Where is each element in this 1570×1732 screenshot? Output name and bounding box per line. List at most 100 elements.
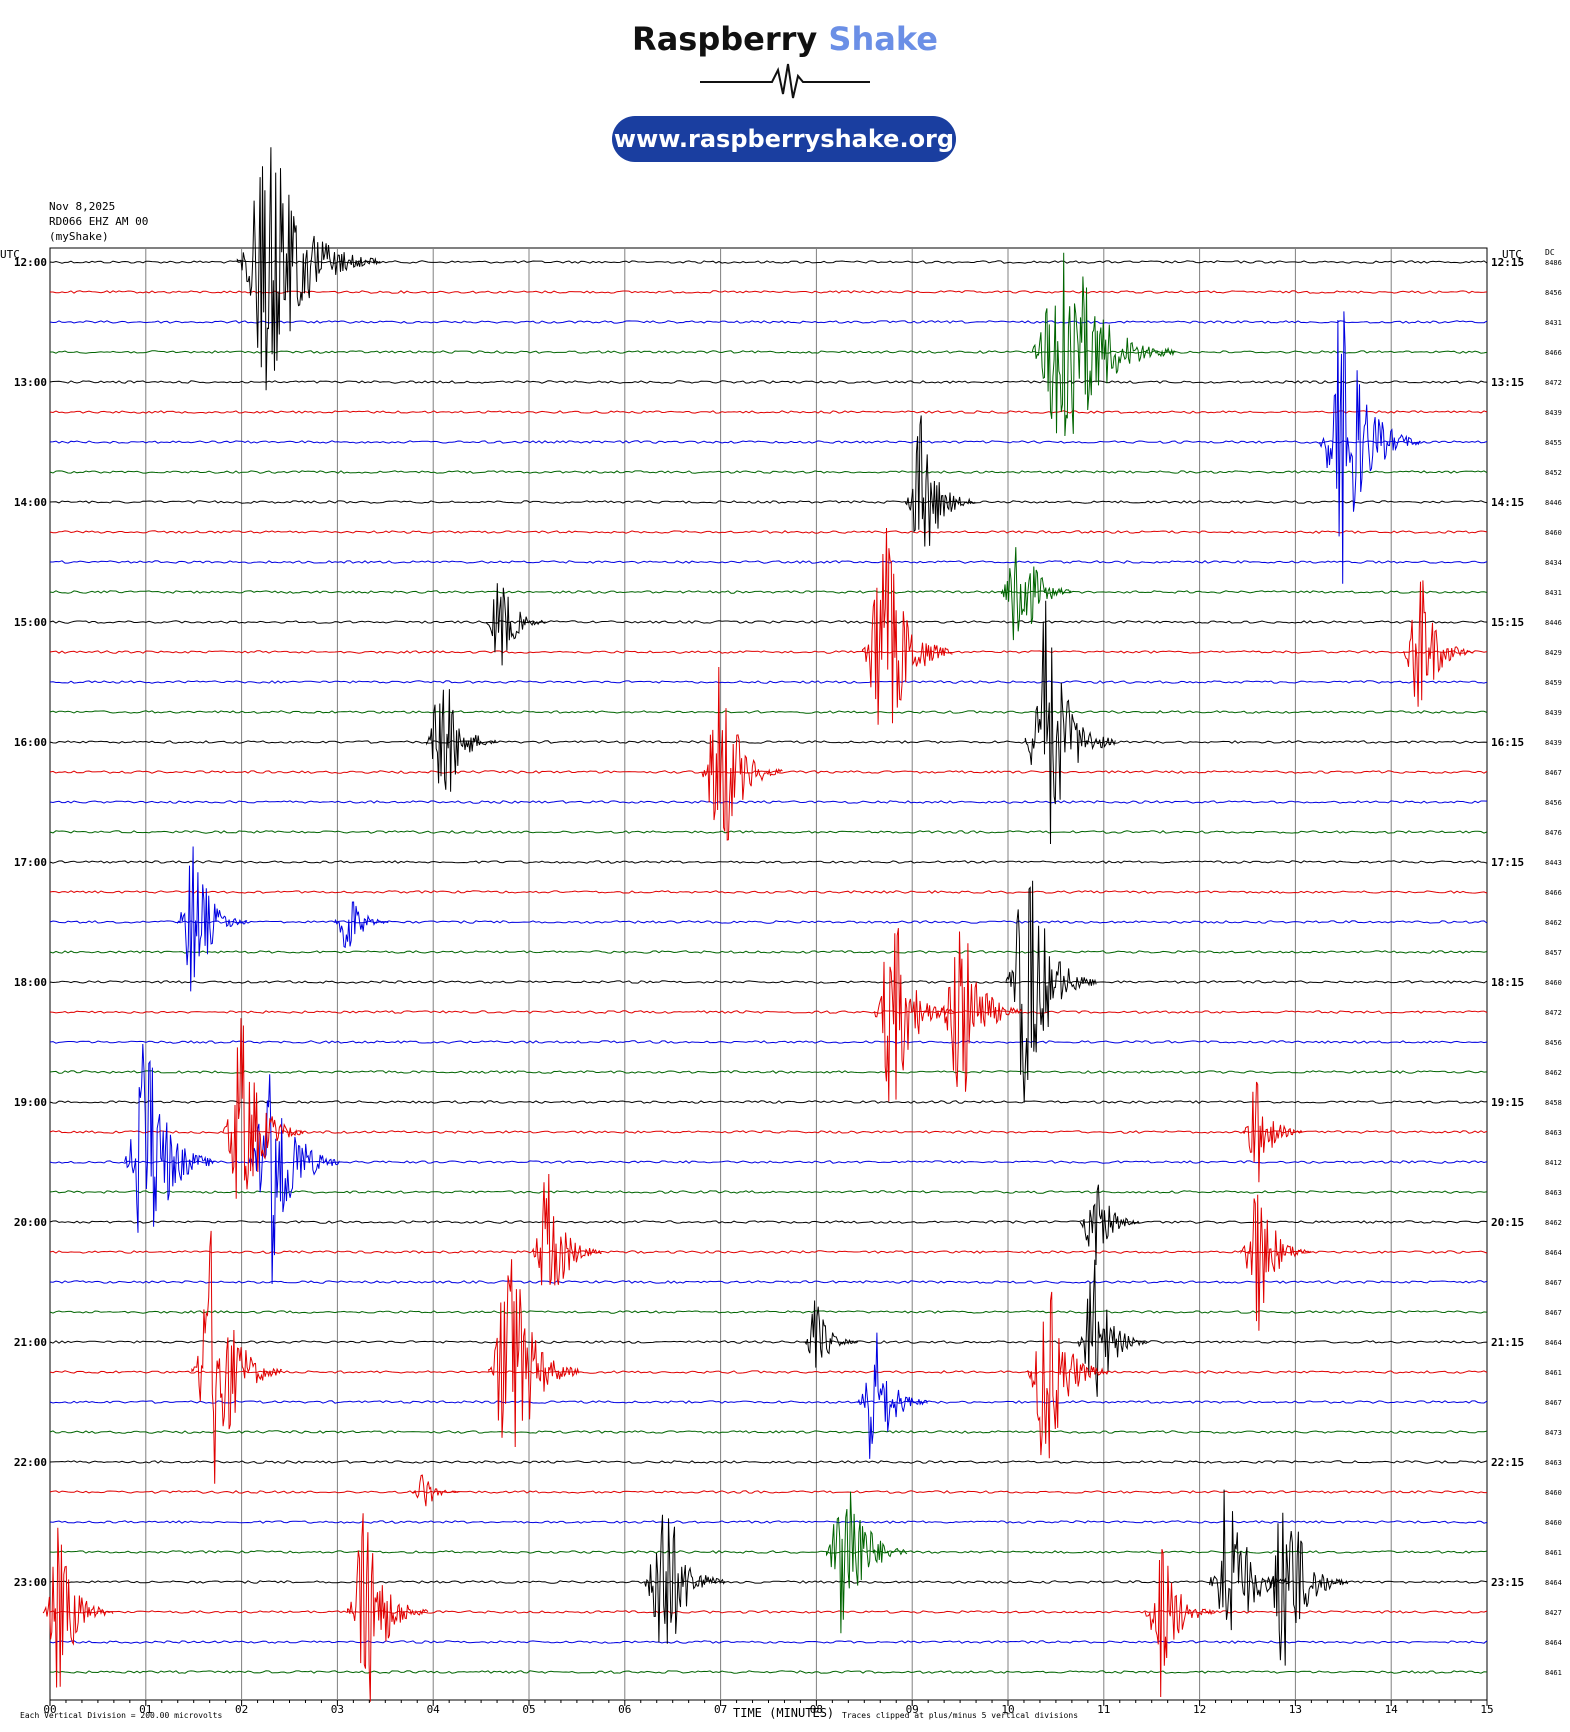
trace-line — [49, 980, 1488, 984]
event-burst — [1079, 1184, 1140, 1266]
event-burst — [1403, 580, 1474, 707]
left-hour-label: 19:00 — [14, 1096, 47, 1109]
trace-line — [49, 1370, 1488, 1374]
dc-offset-label: 8459 — [1545, 679, 1562, 687]
event-burst — [1077, 1259, 1148, 1397]
event-burst — [124, 1043, 215, 1233]
dc-offset-label: 8486 — [1545, 259, 1562, 267]
event-burst — [873, 928, 956, 1102]
right-hour-label: 22:15 — [1491, 1456, 1524, 1469]
trace-line — [49, 860, 1488, 864]
dc-offset-label: 8464 — [1545, 1249, 1562, 1257]
left-hour-label: 14:00 — [14, 496, 47, 509]
trace-line — [49, 590, 1488, 594]
dc-offset-label: 8472 — [1545, 379, 1562, 387]
dc-offset-label: 8439 — [1545, 709, 1562, 717]
event-burst — [1005, 880, 1097, 1103]
event-burst — [191, 1230, 283, 1484]
dc-offset-label: 8446 — [1545, 619, 1562, 627]
events — [42, 147, 1474, 1702]
trace-line — [49, 530, 1488, 534]
trace-line — [49, 830, 1488, 834]
trace-line — [49, 440, 1488, 444]
x-tick-label: 00 — [43, 1703, 56, 1716]
event-burst — [941, 931, 1023, 1092]
trace-line — [49, 470, 1488, 474]
dc-offset-label: 8461 — [1545, 1369, 1562, 1377]
trace-line — [49, 320, 1488, 324]
x-ticks: 00 01 02 03 04 05 06 07 08 09 10 11 12 13 14 15 — [43, 1700, 1494, 1716]
trace-line — [50, 560, 1488, 564]
dc-offset-label: 8434 — [1545, 559, 1562, 567]
trace-line — [49, 710, 1488, 714]
trace-line — [49, 500, 1488, 504]
right-hour-label: 19:15 — [1491, 1096, 1524, 1109]
trace-line — [49, 650, 1488, 654]
trace-line — [49, 1040, 1488, 1044]
x-tick-label: 01 — [139, 1703, 152, 1716]
right-hour-label: 14:15 — [1491, 496, 1524, 509]
event-burst — [1024, 600, 1116, 845]
brand-primary: Raspberry — [632, 20, 818, 58]
seismo-logo-icon — [700, 63, 870, 99]
right-hour-label: 20:15 — [1491, 1216, 1524, 1229]
x-tick-label: 04 — [427, 1703, 441, 1716]
trace-line — [49, 1160, 1488, 1164]
dc-offset-label: 8466 — [1545, 889, 1562, 897]
trace-line — [49, 1430, 1488, 1434]
trace-line — [49, 1070, 1488, 1074]
dc-offset-label: 8460 — [1545, 1489, 1562, 1497]
brand-logo: Raspberry Shake — [0, 20, 1570, 58]
event-burst — [531, 1173, 602, 1286]
dc-offset-label: 8456 — [1545, 799, 1562, 807]
event-burst — [177, 846, 248, 992]
dc-offset-label: 8443 — [1545, 859, 1562, 867]
right-hour-label: 17:15 — [1491, 856, 1524, 869]
x-tick-label: 08 — [810, 1703, 823, 1716]
dc-offset-label: 8446 — [1545, 499, 1562, 507]
x-tick-label: 14 — [1385, 1703, 1399, 1716]
event-burst — [1240, 1194, 1311, 1331]
dc-offset-label: 8457 — [1545, 949, 1562, 957]
left-hour-label: 13:00 — [14, 376, 47, 389]
trace-line — [49, 1490, 1487, 1494]
event-burst — [236, 147, 381, 391]
website-link[interactable]: www.raspberryshake.org — [612, 116, 956, 162]
left-hour-label: 22:00 — [14, 1456, 47, 1469]
x-tick-label: 05 — [522, 1703, 535, 1716]
trace-line — [49, 740, 1488, 744]
trace-line — [49, 1610, 1488, 1614]
dc-offset-label: 8462 — [1545, 919, 1562, 927]
dc-offset-label: 8464 — [1545, 1339, 1562, 1347]
right-hour-label: 21:15 — [1491, 1336, 1524, 1349]
dc-offset-label: 8467 — [1545, 1279, 1562, 1287]
dc-offset-label: 8473 — [1545, 1429, 1562, 1437]
event-burst — [1144, 1549, 1216, 1698]
dc-offset-label: 8455 — [1545, 439, 1562, 447]
right-hour-label: 23:15 — [1491, 1576, 1524, 1589]
trace-line — [49, 1010, 1488, 1014]
x-tick-label: 13 — [1289, 1703, 1302, 1716]
event-burst — [644, 1514, 726, 1644]
right-hour-label: 13:15 — [1491, 376, 1524, 389]
event-burst — [333, 901, 389, 949]
event-burst — [42, 1527, 114, 1688]
right-hour-label: 18:15 — [1491, 976, 1524, 989]
event-burst — [701, 666, 783, 841]
dc-offset-label: 8458 — [1545, 1099, 1562, 1107]
plot-frame — [49, 247, 1488, 1701]
event-burst — [1027, 1291, 1109, 1459]
dc-offset-label: 8427 — [1545, 1609, 1562, 1617]
x-tick-label: 09 — [906, 1703, 919, 1716]
dc-offset-label: 8462 — [1545, 1069, 1562, 1077]
info-date: Nov 8,2025 — [49, 200, 115, 213]
trace-line — [49, 620, 1488, 624]
trace-line — [49, 680, 1488, 684]
info-station: RD066 EHZ AM 00 — [49, 215, 148, 228]
event-burst — [803, 1300, 859, 1368]
dc-offset-label: 8431 — [1545, 319, 1562, 327]
x-tick-label: 02 — [235, 1703, 248, 1716]
left-hour-label: 20:00 — [14, 1216, 47, 1229]
minute-gridlines — [145, 248, 1392, 1700]
